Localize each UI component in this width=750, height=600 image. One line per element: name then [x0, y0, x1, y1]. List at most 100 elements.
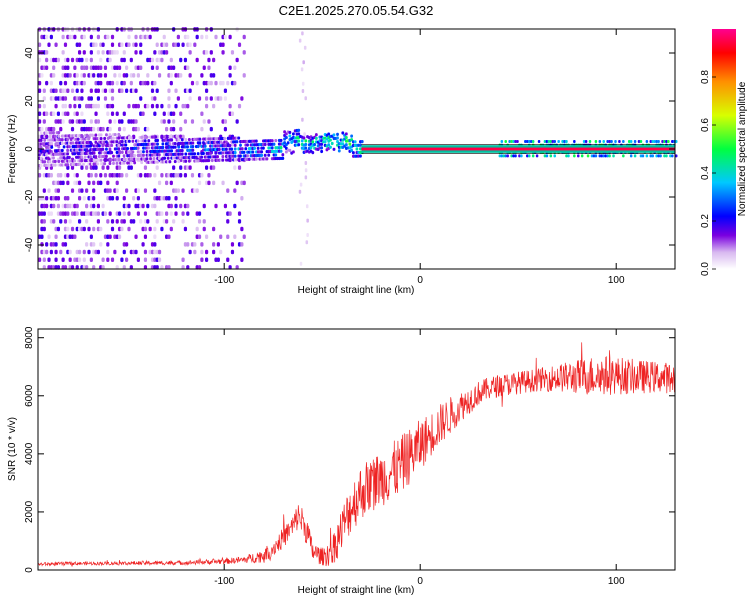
spectrogram-cell: [176, 96, 180, 101]
colorbar-tick-label: 0.0: [700, 262, 711, 276]
spectrogram-cell: [106, 34, 110, 40]
spectrogram-cell: [228, 73, 232, 78]
spectrogram-cell: [298, 189, 302, 194]
spectrogram-cell: [557, 140, 560, 143]
spectrogram-cell: [216, 242, 220, 247]
spectrogram-cell: [39, 145, 43, 150]
spectrogram-cell: [169, 80, 173, 86]
spectrogram-cell: [237, 103, 242, 109]
colorbar-tick-label: 0.4: [700, 166, 711, 180]
spectrogram-cell: [45, 34, 49, 40]
spectrogram-cell: [103, 136, 107, 141]
spectrogram-cell: [160, 134, 164, 140]
spectrogram-cell: [38, 42, 42, 47]
spectrogram-cell: [186, 211, 190, 216]
spectrogram-cell: [528, 154, 531, 158]
spectrogram-cell: [69, 137, 73, 142]
spectrogram-cell: [209, 96, 213, 101]
spectrogram-cell: [167, 88, 171, 94]
spectrogram-cell: [244, 147, 248, 151]
spectrogram-cell: [160, 211, 164, 216]
spectrogram-cell: [56, 196, 61, 201]
spectrogram-cell: [153, 188, 157, 193]
spectrogram-cell: [85, 133, 89, 137]
spectrogram-cell: [172, 119, 176, 124]
spectrogram-cell: [125, 173, 129, 178]
spectrogram-cell: [142, 157, 145, 161]
spectrogram-cell: [73, 34, 77, 40]
spectrogram-cell: [129, 136, 133, 140]
snr-y-tick-label: 0: [24, 567, 35, 573]
spectrogram-cell: [117, 65, 122, 70]
spectrogram-cell: [61, 180, 65, 186]
spectrogram-cell: [47, 257, 51, 262]
spectrogram-cell: [610, 140, 613, 143]
spectrogram-cell: [110, 42, 115, 47]
spectrogram-cell: [188, 42, 192, 47]
spectrogram-cell: [216, 155, 219, 159]
spectrogram-cell: [228, 65, 232, 70]
spectrogram-cell: [645, 154, 649, 158]
spectrogram-cell: [207, 119, 211, 124]
spectrogram-cell: [97, 144, 101, 148]
spectrogram-cell: [671, 154, 674, 158]
spectrogram-cell: [38, 88, 42, 94]
spectrogram-cell: [148, 226, 152, 232]
spectrogram-cell: [314, 136, 318, 140]
spectrogram-cell: [174, 211, 178, 216]
spectrogram-cell: [301, 117, 304, 122]
spectrogram-cell: [207, 158, 211, 163]
spectrogram-cell: [40, 234, 44, 239]
spectrogram-cell: [186, 242, 190, 247]
spectrogram-cell: [53, 159, 57, 164]
spectrogram-cell: [608, 140, 611, 143]
spectrogram-cell: [233, 234, 237, 239]
spectrogram-cell: [40, 73, 44, 78]
spectrogram-cell: [110, 196, 115, 201]
spectrogram-cell: [110, 151, 114, 155]
spectrogram-cell: [606, 140, 609, 143]
spectrogram-cell: [172, 111, 176, 117]
spectrogram-cell: [89, 173, 93, 178]
spectrogram-cell: [267, 153, 271, 157]
spectrogram-cell: [150, 65, 155, 70]
spectrogram-cell: [94, 165, 98, 170]
spectrogram-cell: [657, 154, 660, 158]
spectrogram-cell: [323, 140, 327, 144]
spectrogram-cell: [49, 249, 53, 255]
spectrogram-cell: [292, 132, 295, 136]
spectrogram-cell: [120, 257, 124, 262]
spectrogram-cell: [39, 163, 43, 168]
spectrogram-cell: [136, 73, 140, 78]
spectrogram-cell: [627, 140, 631, 143]
spectrogram-cell: [80, 188, 84, 193]
spectrogram-cell: [89, 88, 93, 94]
spectrogram-cell: [239, 154, 242, 158]
spectrogram-cell: [196, 144, 200, 149]
spectrogram-cell: [172, 219, 176, 224]
spectrogram-cell: [242, 34, 246, 40]
spectrogram-cell: [500, 154, 504, 158]
spectrogram-cell: [113, 119, 117, 124]
spectrogram-cell: [237, 158, 241, 162]
spectrogram-cell: [136, 188, 140, 193]
spectrogram-cell: [657, 140, 660, 143]
spectrogram-cell: [96, 211, 100, 216]
spectrogram-cell: [45, 111, 49, 117]
spectrogram-cell: [85, 148, 89, 152]
spectrogram-cell: [73, 65, 77, 70]
spectrogram-cell: [89, 57, 93, 63]
spectrogram-panel: -100 0 100 -40 -20 0 20 40 Height of straight …: [7, 27, 678, 296]
spectrogram-cell: [127, 103, 131, 109]
spectrogram-cell: [169, 180, 173, 186]
spectrogram-cell: [246, 154, 249, 158]
snr-y-label: SNR (10 * v/v): [7, 417, 18, 481]
spectrogram-cell: [77, 103, 82, 109]
spectrogram-cell: [298, 38, 302, 43]
spectrogram-cell: [302, 60, 305, 65]
spectrogram-cell: [170, 138, 174, 142]
spectrogram-cell: [70, 188, 75, 193]
spectrogram-cell: [115, 196, 119, 201]
spectrogram-cell: [143, 234, 148, 239]
spectrogram-cell: [655, 140, 658, 143]
